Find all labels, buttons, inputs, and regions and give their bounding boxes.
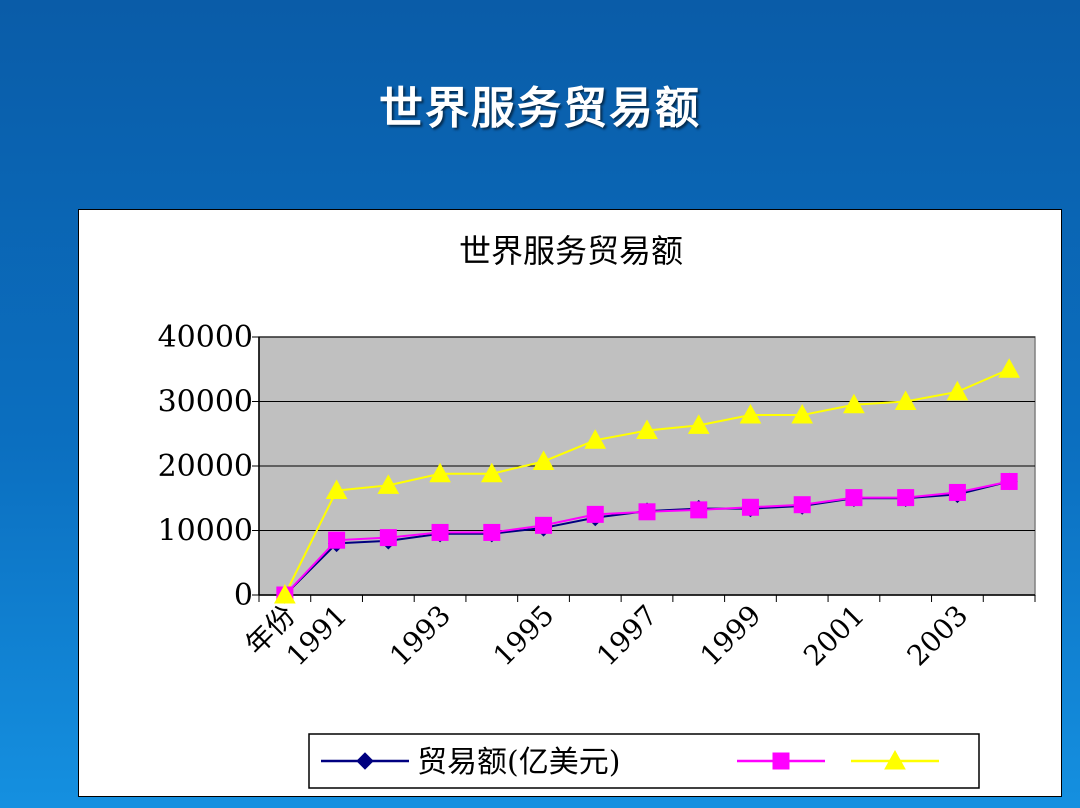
series-2-point (431, 523, 449, 541)
chart-title: 世界服务贸易额 (459, 232, 683, 270)
series-3-point (946, 380, 969, 401)
series-2-point (535, 516, 553, 534)
series-2-point (586, 505, 604, 523)
y-tick-label: 20000 (158, 449, 253, 484)
series-3-point (687, 414, 710, 434)
series-2-point (793, 496, 811, 514)
series-3-point (894, 390, 917, 410)
y-tick-label: 0 (234, 578, 253, 613)
series-3-point (584, 429, 607, 449)
chart-legend: 贸易额(亿美元) (308, 733, 980, 789)
series-2-point (690, 501, 708, 519)
series-2-point (1000, 472, 1018, 490)
series-3-point (480, 462, 503, 483)
series-2-point (379, 529, 397, 547)
series-3-point (791, 404, 814, 424)
x-tick-label: 2003 (901, 599, 975, 673)
x-tick-label: 1999 (694, 599, 768, 673)
legend-marker-1 (356, 752, 374, 770)
series-3-point (429, 462, 451, 483)
legend-marker-3 (884, 749, 906, 770)
x-tick-label: 1995 (487, 599, 561, 673)
y-tick-label: 10000 (158, 514, 253, 549)
legend-marker-2 (772, 752, 790, 770)
series-2-point (483, 523, 501, 541)
series-3-point (532, 450, 555, 470)
series-3-point (843, 393, 865, 414)
series-2-point (897, 489, 915, 507)
series-2-point (948, 483, 966, 501)
series-3-point (325, 479, 348, 500)
y-tick-label: 30000 (158, 385, 253, 420)
series-3-point (636, 419, 658, 440)
series-2-point (741, 498, 759, 516)
x-tick-label: 1993 (383, 599, 457, 673)
x-tick-label: 1997 (590, 599, 664, 673)
series-2-point (845, 489, 863, 507)
series-2-point (638, 503, 656, 521)
series-3-point (998, 358, 1020, 378)
slide-title: 世界服务贸易额 (379, 83, 701, 134)
series-3-point (739, 404, 762, 424)
chart-container: 世界服务贸易额 0 10000 20000 30000 40000 年份 1991 1993 1… (78, 209, 1062, 797)
x-tick-label: 1991 (280, 599, 354, 673)
series-3-point (377, 474, 400, 494)
legend-label-1: 贸易额(亿美元) (417, 745, 620, 780)
series-2-point (328, 531, 346, 549)
x-tick-label: 2001 (797, 599, 871, 673)
series-3-point (274, 583, 296, 604)
y-tick-label: 40000 (158, 320, 253, 355)
